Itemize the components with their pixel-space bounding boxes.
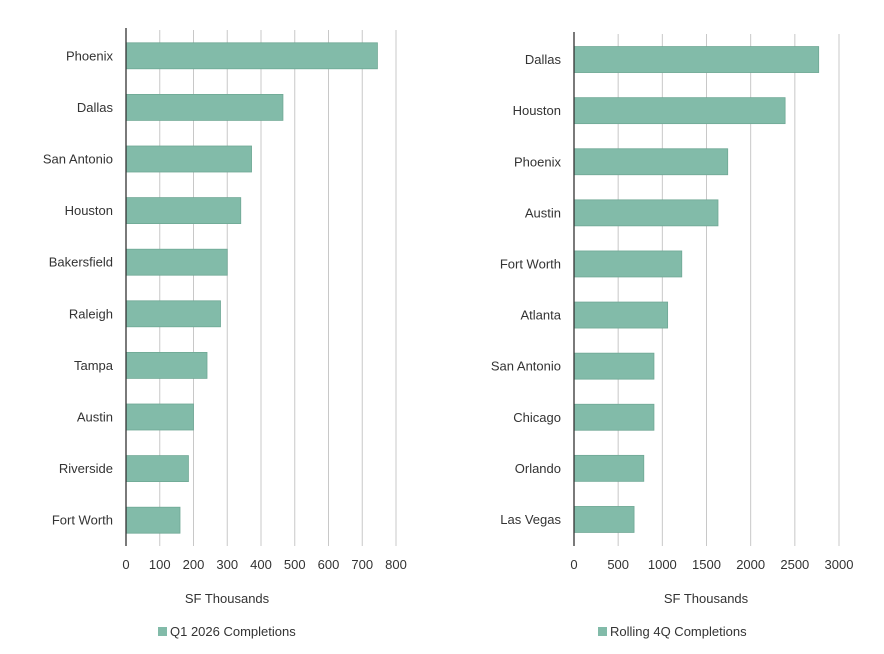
bar [573,97,786,125]
x-tick-label: 3000 [825,557,854,572]
legend-swatch [158,627,167,636]
category-label: Riverside [59,461,113,476]
bar [125,248,228,276]
bar [125,42,378,70]
x-tick-label: 2500 [780,557,809,572]
category-label: Phoenix [66,48,113,63]
x-tick-label: 500 [607,557,629,572]
category-label: Tampa [74,358,114,373]
bar [573,454,645,482]
bar [573,506,635,533]
x-tick-label: 300 [216,557,238,572]
category-label: Fort Worth [500,256,561,271]
legend: Rolling 4Q Completions [598,624,747,639]
x-tick-label: 600 [318,557,340,572]
bar [125,197,242,225]
x-tick-label: 500 [284,557,306,572]
bar [125,351,208,379]
x-tick-label: 2000 [736,557,765,572]
chart-rolling-4q-completions: 0 500 1000 1500 2000 2500 3000 Dallas Houston Pho… [491,32,854,639]
category-label: Austin [77,410,113,425]
bar [573,199,719,227]
x-tick-label: 1000 [648,557,677,572]
x-tick-label: 700 [351,557,373,572]
category-label: Houston [65,203,113,218]
category-label: Chicago [513,410,561,425]
category-label: Dallas [77,100,114,115]
legend-label: Q1 2026 Completions [170,624,296,639]
bar [573,46,820,73]
x-axis-label: SF Thousands [664,591,749,606]
x-tick-label: 400 [250,557,272,572]
category-label: Houston [513,103,561,118]
bar [573,250,683,278]
category-label: Las Vegas [500,512,561,527]
bar [125,403,194,431]
bar [573,301,669,329]
category-label: San Antonio [491,359,561,374]
category-label: Dallas [525,52,562,67]
bar [573,148,729,176]
category-label: Raleigh [69,306,113,321]
bar [573,403,655,431]
chart-q1-completions: 0 100 200 300 400 500 600 700 800 Phoenix Dallas Sa… [43,28,407,639]
x-tick-label: 0 [122,557,129,572]
category-label: Bakersfield [49,255,113,270]
legend: Q1 2026 Completions [158,624,296,639]
legend-label: Rolling 4Q Completions [610,624,747,639]
bar [125,506,181,534]
category-label: San Antonio [43,152,113,167]
bar [125,455,189,483]
bar [125,300,221,328]
bar [125,145,252,173]
x-tick-label: 800 [385,557,407,572]
x-axis-label: SF Thousands [185,591,270,606]
bar [125,94,284,121]
legend-swatch [598,627,607,636]
category-label: Fort Worth [52,513,113,528]
category-label: Atlanta [521,308,562,323]
category-label: Orlando [515,461,561,476]
bar [573,352,655,380]
x-tick-label: 1500 [692,557,721,572]
x-tick-label: 100 [149,557,171,572]
category-label: Austin [525,205,561,220]
x-tick-label: 0 [570,557,577,572]
x-tick-label: 200 [183,557,205,572]
category-label: Phoenix [514,154,561,169]
